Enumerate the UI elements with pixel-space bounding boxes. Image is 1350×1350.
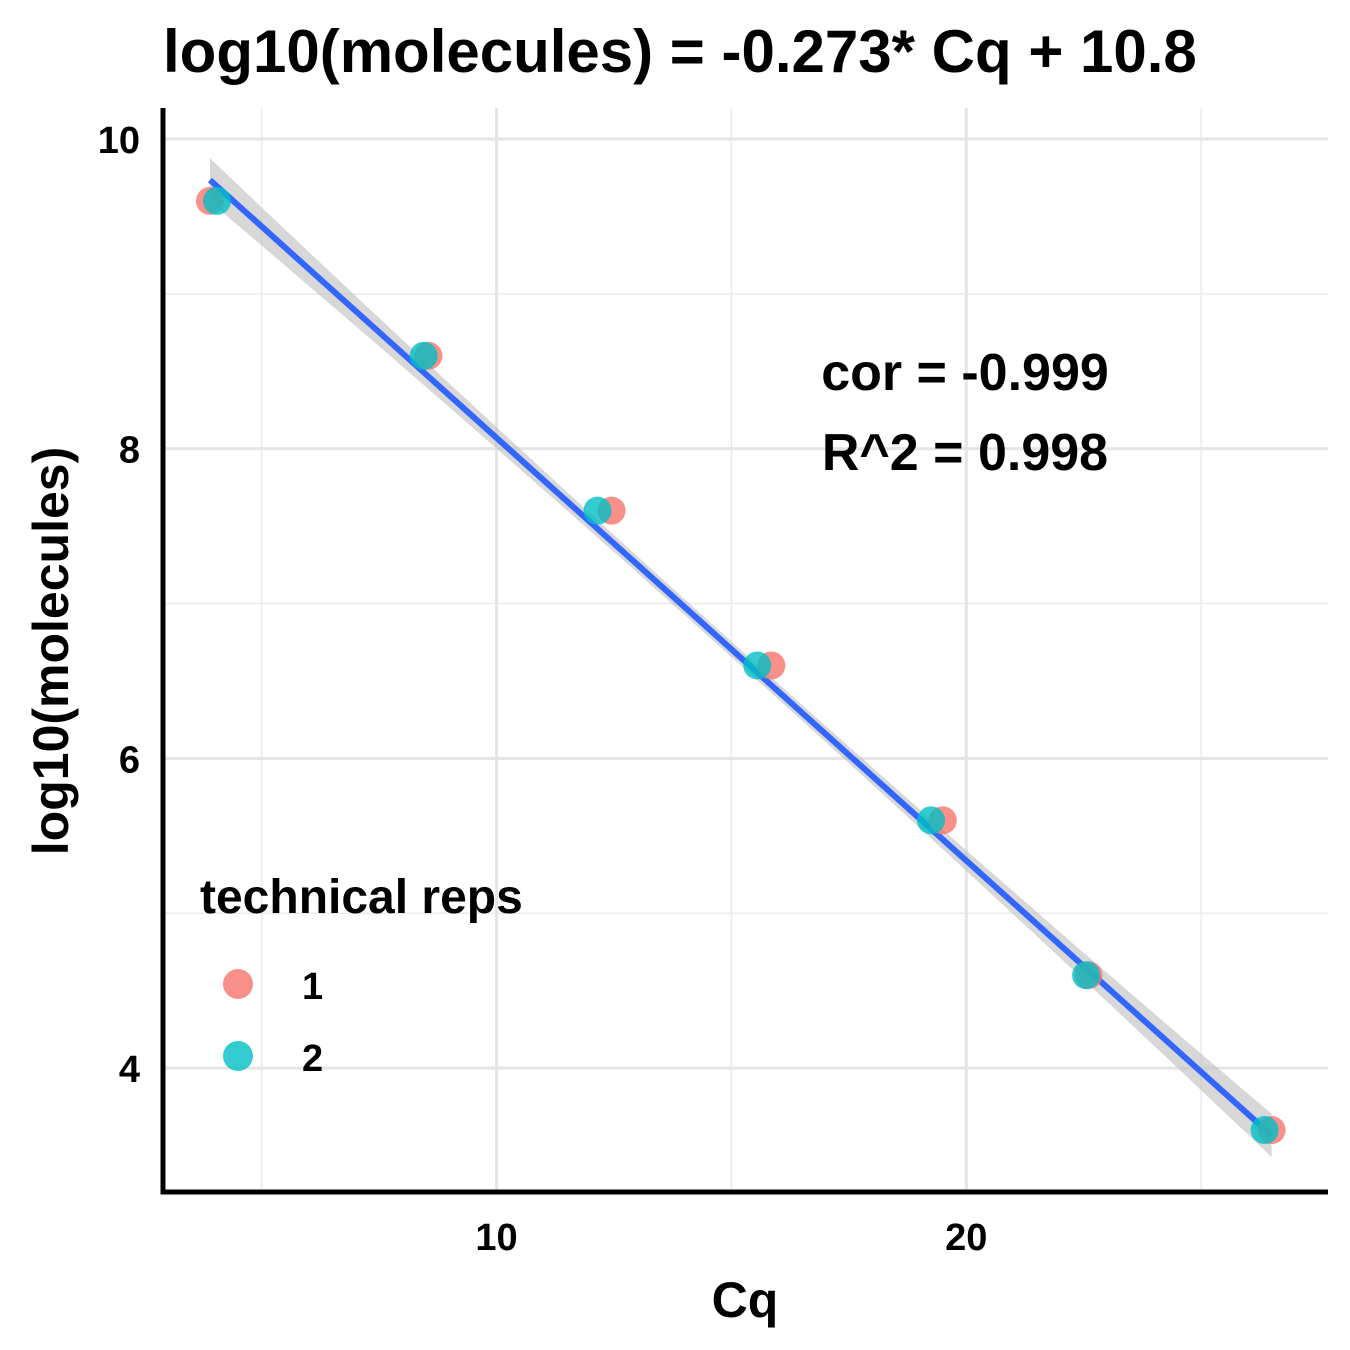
legend-title: technical reps xyxy=(200,871,523,924)
y-tick-label: 6 xyxy=(119,739,140,781)
x-axis-label: Cq xyxy=(712,1272,779,1328)
point-series-2 xyxy=(1250,1116,1279,1145)
legend-swatch-1 xyxy=(223,969,253,999)
x-tick-label: 20 xyxy=(945,1217,987,1259)
y-tick-label: 4 xyxy=(119,1049,140,1091)
point-series-2 xyxy=(409,341,438,370)
point-series-2 xyxy=(203,186,232,215)
chart-title: log10(molecules) = -0.273* Cq + 10.8 xyxy=(163,18,1197,85)
legend-label-2: 2 xyxy=(302,1038,323,1080)
axes xyxy=(160,108,1328,1195)
legend-label-1: 1 xyxy=(302,966,323,1008)
y-axis-label: log10(molecules) xyxy=(23,447,79,855)
fit-line-group xyxy=(207,177,1274,1138)
point-series-2 xyxy=(1072,961,1101,990)
point-series-2 xyxy=(917,806,946,835)
y-tick-label: 8 xyxy=(119,430,140,472)
annotation-r2: R^2 = 0.998 xyxy=(822,424,1108,482)
legend: technical reps 1 2 xyxy=(200,871,523,1080)
annotation-cor: cor = -0.999 xyxy=(821,344,1109,402)
point-series-2 xyxy=(583,496,612,525)
point-series-2 xyxy=(743,651,772,680)
legend-swatch-2 xyxy=(223,1041,253,1071)
y-tick-label: 10 xyxy=(98,120,140,162)
tick-labels: 10 20 4 6 8 10 xyxy=(98,120,988,1259)
points-group xyxy=(195,186,1286,1145)
x-tick-label: 10 xyxy=(475,1217,517,1259)
grid xyxy=(163,108,1328,1192)
fit-line xyxy=(207,177,1274,1138)
